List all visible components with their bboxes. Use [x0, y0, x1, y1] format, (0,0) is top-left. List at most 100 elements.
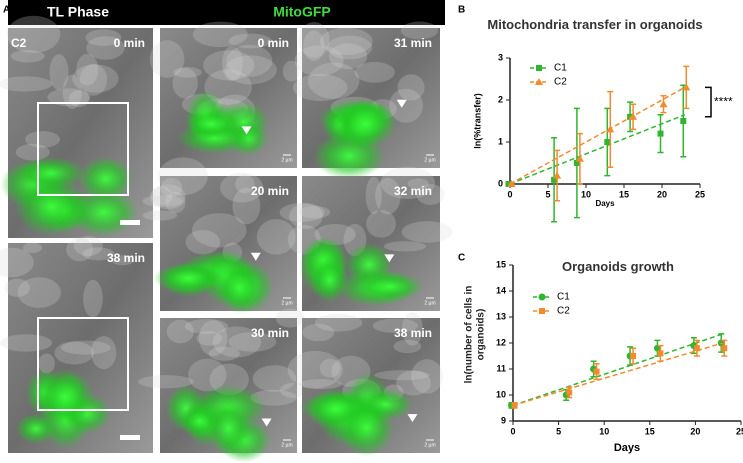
zoom-box: [37, 317, 129, 411]
cell-texture: [275, 308, 305, 328]
cell-texture: [6, 15, 61, 53]
cell-texture: [393, 339, 422, 354]
cell-texture: [374, 370, 430, 381]
gfp-signal: [34, 368, 95, 426]
cell-texture: [22, 242, 43, 254]
cell-texture: [299, 205, 331, 219]
scale-label: 2 µm: [281, 442, 292, 448]
cell-texture: [111, 255, 134, 266]
cell-texture: [302, 323, 335, 342]
sample-tag: C2: [11, 36, 27, 50]
cell-texture: [279, 203, 325, 222]
cell-texture: [380, 166, 436, 199]
micrograph: 38 min 2 µm: [287, 312, 444, 457]
cell-texture: [0, 334, 53, 352]
cell-texture: [401, 221, 453, 243]
cell-texture: [151, 186, 173, 206]
gfp-signal: [14, 177, 89, 236]
y-axis-label: ln(number of cells in organoids): [463, 285, 487, 384]
cell-texture: [228, 332, 277, 352]
point: [553, 171, 562, 179]
cell-texture: [365, 176, 382, 215]
chart-title: Mitochondria transfer in organoids: [487, 17, 703, 32]
legend-label: C2: [554, 77, 567, 88]
cell-texture: [232, 187, 261, 225]
point: [566, 389, 573, 396]
cell-texture: [188, 358, 227, 392]
x-tick-label: 10: [599, 426, 609, 436]
point: [629, 112, 638, 120]
scale-label: 2 µm: [424, 442, 435, 448]
legend-marker: [539, 308, 545, 314]
cell-texture: [372, 318, 419, 333]
point: [551, 176, 558, 183]
micrograph: 38 min: [0, 236, 153, 453]
cell-texture: [142, 210, 178, 221]
cell-texture: [252, 365, 297, 392]
cell-texture: [184, 319, 229, 334]
point: [575, 154, 584, 162]
cell-texture: [400, 21, 439, 40]
cell-texture: [366, 209, 396, 238]
y-tick-label: 15: [496, 259, 506, 269]
cell-texture: [17, 277, 61, 308]
annotation: ****: [714, 94, 733, 108]
cell-texture: [149, 40, 185, 78]
x-tick-label: 25: [736, 426, 743, 436]
cell-texture: [375, 177, 401, 215]
cell-texture: [256, 219, 296, 255]
cell-texture: [298, 21, 330, 58]
y-tick-label: 12: [496, 337, 506, 347]
cell-texture: [192, 213, 247, 248]
cell-texture: [397, 74, 425, 101]
legend-marker: [536, 65, 542, 71]
cell-texture: [91, 335, 117, 370]
cell-texture: [280, 382, 306, 398]
time-label: 20 min: [251, 184, 289, 198]
arrowhead: [384, 254, 395, 263]
cell-texture: [401, 312, 423, 346]
cell-texture: [0, 247, 34, 278]
cell-texture: [416, 184, 445, 205]
scale-label: 2 µm: [424, 157, 435, 163]
gfp-signal: [153, 262, 223, 294]
cell-texture: [138, 375, 194, 389]
gfp-signal: [306, 388, 365, 430]
header: MitoGFP: [273, 4, 331, 20]
cell-texture: [383, 241, 427, 252]
cell-texture: [319, 358, 341, 378]
gfp-signal: [216, 262, 262, 314]
gfp-signal: [206, 401, 251, 455]
significance-bracket: [705, 86, 712, 118]
cell-texture: [287, 350, 343, 389]
cell-texture: [0, 76, 53, 92]
point: [682, 83, 691, 91]
cell-texture: [172, 67, 198, 99]
cell-texture: [299, 379, 342, 390]
cell-texture: [292, 74, 348, 102]
cell-texture: [354, 61, 395, 83]
cell-texture: [86, 36, 125, 60]
cell-texture: [282, 60, 301, 82]
cell-texture: [62, 74, 82, 110]
cell-texture: [221, 45, 243, 81]
micrograph: 20 min 2 µm: [142, 157, 297, 314]
header-bar: [8, 0, 445, 25]
gfp-signal: [335, 99, 397, 149]
cell-texture: [73, 236, 103, 257]
legend-label: C2: [557, 306, 570, 317]
cell-texture: [208, 346, 240, 361]
cell-texture: [328, 43, 368, 70]
micrograph: 32 min 2 µm: [279, 166, 453, 311]
trend-line: [509, 114, 686, 185]
trend-line: [512, 333, 724, 407]
zoom-box: [37, 102, 129, 196]
cell-texture: [212, 326, 262, 358]
y-tick-label: 2: [498, 94, 503, 104]
point: [511, 402, 518, 409]
cell-texture: [61, 340, 111, 355]
y-tick-label: 10: [496, 389, 506, 399]
cell-texture: [85, 29, 122, 46]
